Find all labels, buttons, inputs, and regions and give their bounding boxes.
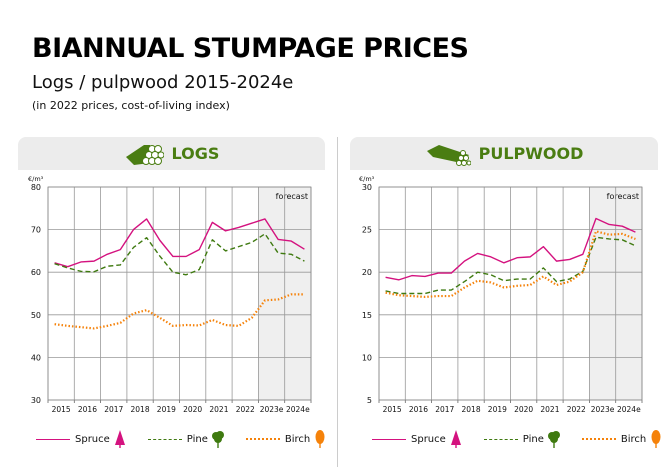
pulpwood-legend: Spruce Pine Birch [372, 430, 671, 448]
x-tick-label: 2023e [260, 405, 284, 414]
x-tick-label: 2015 [52, 405, 71, 414]
logs-chart-title: LOGS [171, 144, 220, 163]
forecast-label: forecast [607, 192, 639, 201]
legend-item-birch: Birch [581, 430, 662, 448]
legend-label: Birch [284, 433, 311, 445]
x-tick-label: 2022 [567, 405, 586, 414]
series-line-birch [54, 293, 305, 330]
series-line-pine [385, 236, 636, 295]
y-tick-label: 25 [362, 226, 372, 235]
page-subtitle: Logs / pulpwood 2015-2024e [32, 72, 294, 93]
x-tick-label: 2018 [462, 405, 481, 414]
legend-swatch [483, 438, 518, 440]
x-tick-label: 2016 [409, 405, 428, 414]
legend-label: Spruce [411, 433, 446, 445]
logs-chart: forecast 30 40 50 60 70 80 2015 2016 2017 2018 2019… [28, 175, 312, 414]
y-tick-label: 70 [31, 226, 41, 235]
pine-tree-icon [547, 431, 560, 448]
pulpwood-chart: forecast 5 10 15 20 25 30 2015 2016 2017 2018 2019 2… [359, 175, 643, 414]
y-axis-unit: €/m³ [359, 175, 375, 183]
x-tick-label: 2017 [435, 405, 454, 414]
x-tick-label: 2016 [78, 405, 97, 414]
y-tick-label: 40 [31, 353, 41, 362]
legend-label: Pine [186, 433, 208, 445]
legend-item-pine: Pine [483, 430, 560, 448]
logs-panel-header: LOGS [18, 137, 325, 170]
x-tick-label: 2023e [591, 405, 615, 414]
pulpwood-pile-icon [426, 144, 471, 166]
x-tick-label: 2017 [104, 405, 123, 414]
y-tick-label: 15 [362, 311, 372, 320]
x-tick-label: 2019 [157, 405, 176, 414]
pulpwood-chart-title: PULPWOOD [478, 144, 584, 163]
legend-swatch [147, 438, 182, 440]
logs-legend: Spruce Pine Birch [36, 430, 348, 448]
series-line-birch [385, 230, 636, 299]
x-tick-label: 2020 [514, 405, 533, 414]
x-tick-label: 2019 [488, 405, 507, 414]
spruce-tree-icon [450, 430, 461, 448]
legend-swatch [245, 438, 280, 440]
y-tick-label: 50 [31, 311, 41, 320]
forecast-label: forecast [276, 192, 308, 201]
series-line-spruce [54, 218, 305, 268]
x-tick-label: 2024e [286, 405, 310, 414]
x-tick-label: 2024e [617, 405, 641, 414]
legend-item-spruce: Spruce [36, 430, 126, 448]
y-tick-label: 20 [362, 268, 372, 277]
birch-tree-icon [315, 430, 325, 448]
spruce-tree-icon [114, 430, 125, 448]
x-tick-label: 2022 [236, 405, 255, 414]
y-tick-label: 30 [31, 396, 41, 405]
series-line-pine [54, 233, 305, 276]
series-line-spruce [385, 217, 636, 281]
x-tick-label: 2020 [183, 405, 202, 414]
x-tick-label: 2021 [540, 405, 559, 414]
plot-frame [378, 186, 643, 401]
pine-tree-icon [211, 431, 224, 448]
legend-item-birch: Birch [245, 430, 326, 448]
birch-tree-icon [651, 430, 661, 448]
x-tick-label: 2018 [131, 405, 150, 414]
legend-label: Spruce [75, 433, 110, 445]
y-tick-label: 60 [31, 268, 41, 277]
page-note: (in 2022 prices, cost-of-living index) [32, 99, 230, 112]
legend-label: Birch [620, 433, 647, 445]
y-tick-label: 10 [362, 353, 372, 362]
x-tick-label: 2015 [383, 405, 402, 414]
panel-divider [337, 137, 338, 467]
y-tick-label: 80 [31, 183, 41, 192]
pulpwood-panel-header: PULPWOOD [350, 137, 658, 170]
legend-swatch [36, 438, 70, 440]
legend-swatch [581, 438, 616, 440]
y-axis-unit: €/m³ [28, 175, 44, 183]
legend-item-pine: Pine [147, 430, 224, 448]
logs-pile-icon [125, 144, 164, 165]
y-tick-label: 5 [367, 396, 372, 405]
plot-frame [47, 186, 312, 401]
legend-swatch [372, 438, 406, 440]
page-title: BIANNUAL STUMPAGE PRICES [32, 33, 469, 64]
y-tick-label: 30 [362, 183, 372, 192]
legend-label: Pine [522, 433, 544, 445]
x-tick-label: 2021 [209, 405, 228, 414]
legend-item-spruce: Spruce [372, 430, 462, 448]
